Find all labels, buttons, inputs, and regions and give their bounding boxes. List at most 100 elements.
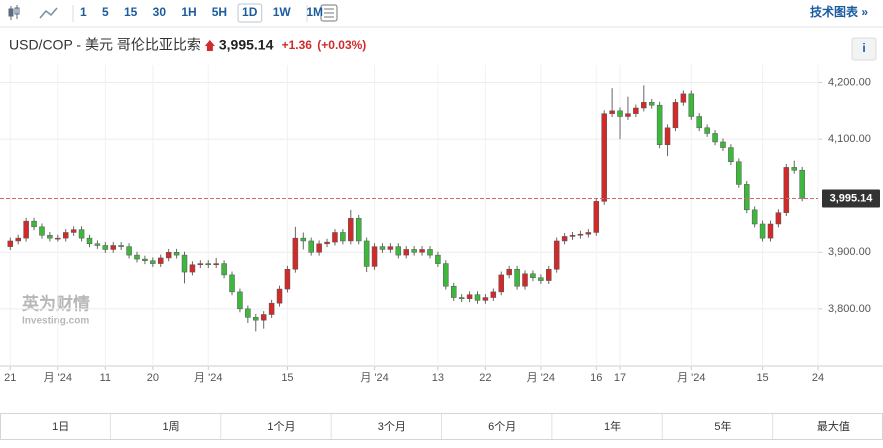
x-tick-label: 月 '24 xyxy=(677,372,705,384)
interval-button[interactable]: 1 xyxy=(80,5,87,19)
last-price-label: 3,995.14 xyxy=(830,192,874,204)
candle-body xyxy=(577,233,584,236)
instrument-title: USD/COP - 美元 哥伦比亚比索 xyxy=(9,37,201,53)
candle-body xyxy=(783,167,790,213)
interval-button[interactable]: 30 xyxy=(153,5,167,19)
candle-body xyxy=(23,220,29,239)
candle-body xyxy=(205,263,212,265)
candle-body xyxy=(308,240,314,253)
range-button[interactable]: 1个月 xyxy=(267,420,295,433)
candle-icon[interactable] xyxy=(8,5,20,20)
info-label[interactable]: i xyxy=(862,41,865,55)
candle-body xyxy=(300,237,307,242)
range-button[interactable]: 最大值 xyxy=(817,419,850,433)
candle-body xyxy=(490,291,497,298)
x-tick-label: 16 xyxy=(590,372,602,384)
interval-button[interactable]: 15 xyxy=(124,5,138,19)
candle-body xyxy=(197,263,204,265)
candle-body xyxy=(387,246,394,250)
area-icon[interactable] xyxy=(39,7,58,19)
candle-body xyxy=(680,93,687,103)
x-tick-label: 月 '24 xyxy=(527,372,555,384)
candle-body xyxy=(94,243,101,246)
candle-body xyxy=(593,201,600,233)
candle-body xyxy=(157,257,164,264)
candle-body xyxy=(712,133,718,143)
x-tick-label: 13 xyxy=(432,372,444,384)
interval-button[interactable]: 1W xyxy=(273,5,292,19)
range-button[interactable]: 1年 xyxy=(604,419,621,433)
candle-body xyxy=(419,249,425,253)
candle-body xyxy=(443,263,449,287)
x-tick-label: 21 xyxy=(4,372,16,384)
candle-body xyxy=(221,263,227,276)
candle-body xyxy=(213,263,219,265)
candle-body xyxy=(411,249,417,253)
x-tick-label: 22 xyxy=(479,372,491,384)
y-tick-label: 3,800.00 xyxy=(828,303,871,315)
price: 3,995.14 xyxy=(219,37,274,53)
x-tick-label: 17 xyxy=(614,372,626,384)
interval-button[interactable]: 1H xyxy=(181,5,196,19)
range-button[interactable]: 1周 xyxy=(163,420,180,433)
candle-body xyxy=(704,127,710,134)
candle-body xyxy=(514,269,520,287)
candle-body xyxy=(561,236,568,242)
candle-body xyxy=(292,237,299,270)
candle-body xyxy=(466,294,473,299)
candle-body xyxy=(173,252,180,256)
technical-chart-link[interactable]: 技术图表 » xyxy=(810,4,868,19)
candle-body xyxy=(791,167,797,171)
candle-body xyxy=(751,209,758,225)
x-tick-label: 15 xyxy=(281,372,293,384)
candle-body xyxy=(696,116,702,129)
candle-body xyxy=(728,147,734,163)
candle-body xyxy=(126,246,132,256)
candle-body xyxy=(229,274,235,293)
range-button[interactable]: 3个月 xyxy=(378,420,406,433)
x-tick-label: 月 '24 xyxy=(194,372,222,384)
interval-button[interactable]: 5H xyxy=(212,5,227,19)
x-tick-label: 24 xyxy=(812,372,824,384)
candle-body xyxy=(403,249,409,256)
candle-body xyxy=(78,229,85,239)
change-percent: (+0.03%) xyxy=(317,38,366,52)
candle-body xyxy=(648,102,655,106)
candle-body xyxy=(799,169,805,199)
interval-button[interactable]: 5 xyxy=(102,5,109,19)
interval-button[interactable]: 1M xyxy=(306,5,323,19)
candle-body xyxy=(39,226,45,236)
watermark-brand: 英为财情 xyxy=(22,293,90,313)
candle-body xyxy=(601,113,607,202)
candle-body xyxy=(625,113,631,117)
candle-body xyxy=(506,269,512,276)
candle-body xyxy=(355,218,362,242)
candle-body xyxy=(609,110,615,114)
x-tick-label: 11 xyxy=(100,372,111,384)
candle-body xyxy=(379,246,386,250)
candle-body xyxy=(553,240,560,270)
candle-body xyxy=(617,110,623,117)
indicator-icon[interactable] xyxy=(320,4,338,22)
candle-body xyxy=(47,235,53,239)
candle-body xyxy=(522,273,528,287)
candle-body xyxy=(395,246,402,256)
candle-body xyxy=(15,237,21,242)
candle-body xyxy=(435,254,441,264)
range-button[interactable]: 6个月 xyxy=(488,420,516,433)
y-tick-label: 4,200.00 xyxy=(828,76,871,88)
candle-body xyxy=(775,212,782,225)
candle-body xyxy=(672,102,679,129)
candle-body xyxy=(165,252,172,259)
candle-body xyxy=(363,240,370,267)
info-button[interactable] xyxy=(851,37,877,61)
range-button[interactable]: 5年 xyxy=(714,419,731,433)
range-button[interactable]: 1日 xyxy=(52,421,69,433)
candle-body xyxy=(530,273,536,278)
interval-button[interactable]: 1D xyxy=(242,5,258,19)
y-tick-label: 4,100.00 xyxy=(828,133,871,145)
candle-body xyxy=(31,220,37,228)
x-tick-label: 月 '24 xyxy=(360,372,388,384)
